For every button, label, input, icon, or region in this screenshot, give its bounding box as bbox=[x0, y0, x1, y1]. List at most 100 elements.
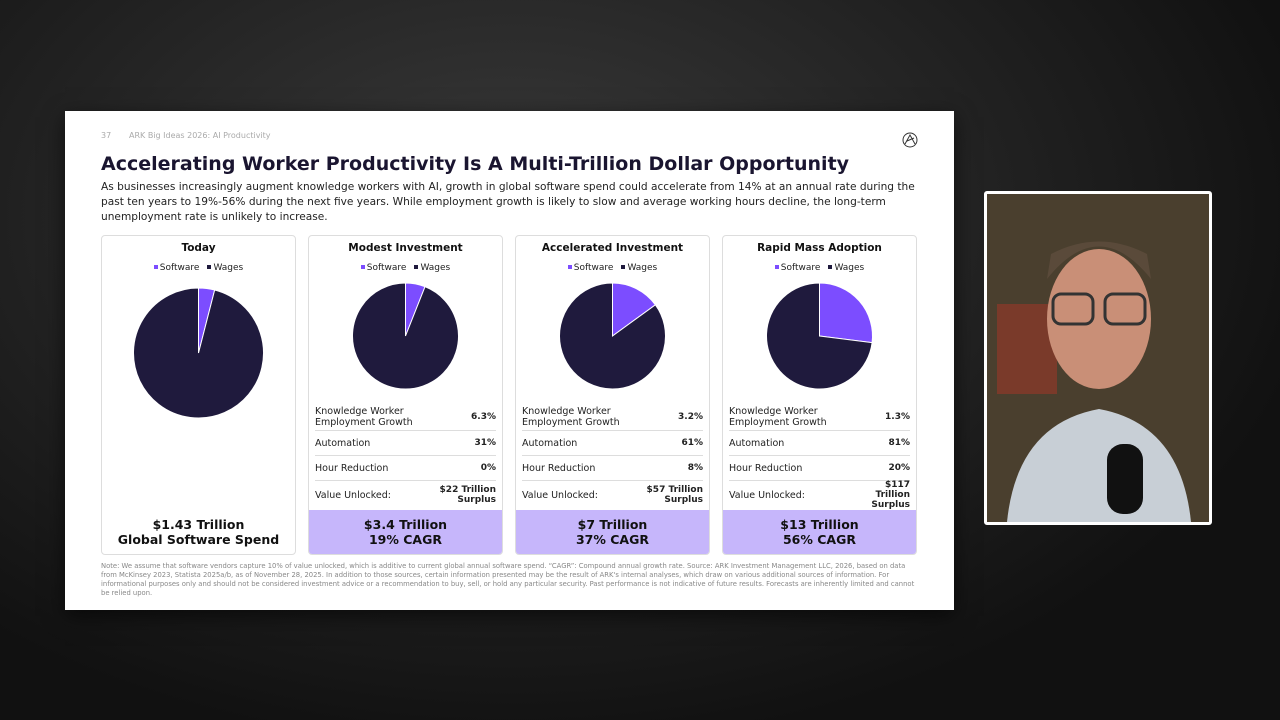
metrics-table: Knowledge Worker Employment Growth 6.3% Au… bbox=[315, 403, 496, 509]
legend-label: Software bbox=[159, 263, 200, 273]
deck-name: ARK Big Ideas 2026: AI Productivity bbox=[129, 131, 271, 140]
pie-chart bbox=[133, 287, 264, 419]
pie-slice bbox=[133, 287, 264, 419]
metric-value: 0% bbox=[480, 463, 496, 473]
footer-line: 19% CAGR bbox=[368, 532, 442, 547]
metric-row: Automation 31% bbox=[315, 431, 496, 456]
metric-value: 81% bbox=[888, 438, 910, 448]
panel-footer: $3.4 Trillion 19% CAGR bbox=[309, 510, 502, 554]
metric-label: Hour Reduction bbox=[315, 462, 389, 474]
slide: 37 ARK Big Ideas 2026: AI Productivity A… bbox=[65, 111, 954, 610]
legend-swatch bbox=[414, 265, 419, 269]
note: Note: We assume that software vendors ca… bbox=[101, 562, 915, 597]
presenter bbox=[987, 194, 1209, 522]
metric-label: Hour Reduction bbox=[729, 462, 803, 474]
legend: Software Wages bbox=[309, 263, 502, 273]
metric-row: Hour Reduction 20% bbox=[729, 456, 910, 481]
page-number: 37 bbox=[101, 131, 112, 140]
pie-slice bbox=[766, 282, 873, 390]
chart-title: Rapid Mass Adoption bbox=[757, 242, 882, 254]
panel-footer: $7 Trillion 37% CAGR bbox=[516, 510, 709, 554]
panel-footer: $13 Trillion 56% CAGR bbox=[723, 510, 916, 554]
logo bbox=[902, 132, 918, 148]
metric-value: 8% bbox=[687, 463, 703, 473]
pie-chart bbox=[352, 282, 459, 390]
legend-swatch bbox=[153, 265, 158, 269]
chart-panel: Accelerated Investment Software Wages Knowl… bbox=[515, 235, 710, 555]
footer-line: Global Software Spend bbox=[117, 532, 280, 547]
footer-line: $1.43 Trillion bbox=[152, 517, 245, 532]
metric-label: Automation bbox=[522, 437, 578, 449]
legend-entry: Wages bbox=[414, 263, 450, 273]
metric-value: 6.3% bbox=[471, 411, 496, 422]
chart-panel: Modest Investment Software Wages Knowledge … bbox=[308, 235, 503, 555]
legend: Software Wages bbox=[723, 263, 916, 273]
metric-value: $22 Trillion Surplus bbox=[439, 485, 496, 505]
metric-label: Knowledge Worker Employment Growth bbox=[729, 405, 827, 428]
metric-value: 1.3% bbox=[885, 411, 910, 422]
title: Accelerating Worker Productivity Is A Mu… bbox=[101, 153, 850, 175]
legend-swatch bbox=[774, 265, 779, 269]
metric-label: Value Unlocked: bbox=[729, 489, 805, 501]
legend-entry: Software bbox=[567, 263, 614, 273]
legend-swatch bbox=[207, 265, 212, 269]
footer-line: 37% CAGR bbox=[575, 532, 649, 547]
legend-label: Wages bbox=[627, 263, 658, 273]
legend-entry: Wages bbox=[207, 263, 243, 273]
legend-label: Software bbox=[573, 263, 614, 273]
legend-swatch bbox=[828, 265, 833, 269]
metric-row: Value Unlocked: $57 Trillion Surplus bbox=[522, 481, 703, 509]
panel-footer: $1.43 Trillion Global Software Spend bbox=[102, 510, 295, 554]
footer-line: $13 Trillion bbox=[780, 517, 859, 532]
legend-label: Wages bbox=[420, 263, 451, 273]
chart-title: Modest Investment bbox=[348, 242, 463, 254]
metric-value: 31% bbox=[474, 438, 496, 448]
metric-row: Value Unlocked: $117 Trillion Surplus bbox=[729, 480, 910, 510]
chart-title: Accelerated Investment bbox=[541, 242, 684, 254]
presenter-video bbox=[984, 191, 1212, 525]
legend-swatch bbox=[567, 265, 572, 269]
metric-label: Hour Reduction bbox=[522, 462, 596, 474]
legend-label: Software bbox=[780, 263, 821, 273]
metric-value: 61% bbox=[681, 438, 703, 448]
pie-slice bbox=[612, 282, 657, 337]
metric-label: Knowledge Worker Employment Growth bbox=[315, 405, 413, 428]
metrics-table: Knowledge Worker Employment Growth 1.3% Au… bbox=[729, 403, 910, 510]
chart-panel: Today Software Wages $1.43 Trillion Global S… bbox=[101, 235, 296, 555]
metric-label: Automation bbox=[315, 437, 371, 449]
legend-label: Software bbox=[366, 263, 407, 273]
legend-entry: Wages bbox=[621, 263, 657, 273]
legend: Software Wages bbox=[102, 263, 295, 273]
chart-panel: Rapid Mass Adoption Software Wages Knowledg… bbox=[722, 235, 917, 555]
legend-entry: Software bbox=[774, 263, 821, 273]
metric-row: Hour Reduction 8% bbox=[522, 456, 703, 481]
metric-row: Knowledge Worker Employment Growth 1.3% bbox=[729, 403, 910, 431]
metric-row: Value Unlocked: $22 Trillion Surplus bbox=[315, 481, 496, 509]
footer-line: $7 Trillion bbox=[577, 517, 648, 532]
pie-chart bbox=[766, 282, 873, 390]
metrics-table: Knowledge Worker Employment Growth 3.2% Au… bbox=[522, 403, 703, 509]
metric-row: Automation 81% bbox=[729, 431, 910, 456]
metric-value: $57 Trillion Surplus bbox=[646, 485, 703, 505]
legend-swatch bbox=[621, 265, 626, 269]
legend-label: Wages bbox=[213, 263, 244, 273]
metric-value: $117 Trillion Surplus bbox=[871, 480, 910, 510]
footer-line: $3.4 Trillion bbox=[363, 517, 448, 532]
metric-value: 20% bbox=[888, 463, 910, 473]
pie-slice bbox=[559, 282, 666, 390]
metric-label: Value Unlocked: bbox=[522, 489, 598, 501]
chart-title: Today bbox=[181, 242, 216, 254]
metric-row: Automation 61% bbox=[522, 431, 703, 456]
legend-label: Wages bbox=[834, 263, 865, 273]
metric-row: Knowledge Worker Employment Growth 3.2% bbox=[522, 403, 703, 431]
legend-entry: Software bbox=[360, 263, 407, 273]
metric-label: Automation bbox=[729, 437, 785, 449]
legend-entry: Software bbox=[153, 263, 200, 273]
metric-label: Knowledge Worker Employment Growth bbox=[522, 405, 620, 428]
footer-line: 56% CAGR bbox=[782, 532, 856, 547]
pie-slice bbox=[352, 282, 459, 390]
pie-slice bbox=[819, 282, 873, 344]
subtitle: As businesses increasingly augment knowl… bbox=[101, 181, 915, 223]
legend-entry: Wages bbox=[828, 263, 864, 273]
